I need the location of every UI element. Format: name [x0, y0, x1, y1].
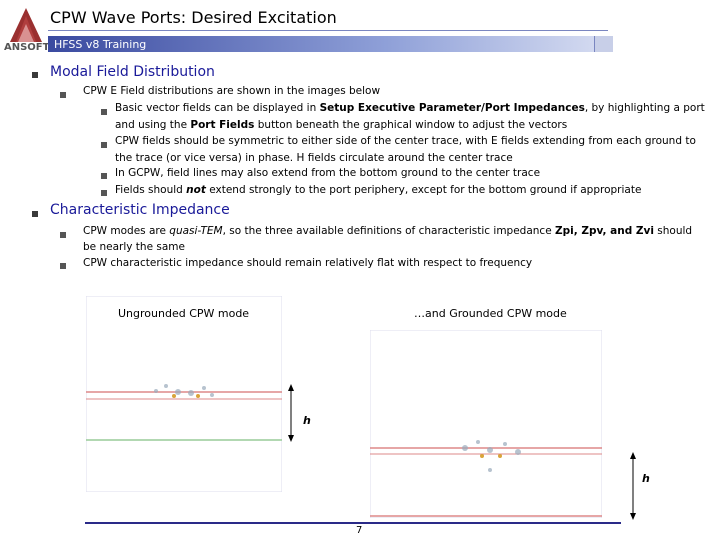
field-plot-grounded: [370, 330, 602, 518]
subitem: CPW fields should be symmetric to either…: [115, 133, 705, 166]
item: CPW characteristic impedance should rema…: [83, 255, 703, 271]
banner-end: [594, 36, 613, 52]
title: CPW Wave Ports: Desired Excitation: [50, 8, 337, 27]
rule: [48, 30, 608, 31]
run: Fields should: [115, 184, 187, 196]
run: should be nearly the same: [83, 225, 693, 253]
run: CPW characteristic impedance should rema…: [83, 257, 533, 269]
run: Basic vector fields can be displayed in: [115, 102, 320, 114]
dim-label: h: [642, 472, 650, 485]
run: In GCPW, field lines may also extend fro…: [115, 167, 541, 179]
bullet: [101, 173, 107, 179]
bullet: [60, 232, 66, 238]
bullet: [60, 92, 66, 98]
dimension-arrow: [630, 452, 636, 520]
field-plot-ungrounded: [86, 296, 282, 492]
page-number: 7: [356, 525, 363, 536]
run: extend strongly to the port periphery, e…: [205, 184, 642, 196]
caption: Ungrounded CPW mode: [118, 307, 250, 320]
item: CPW E Field distributions are shown in t…: [83, 85, 381, 97]
bullet: [101, 109, 107, 115]
subitem: Fields should not extend strongly to the…: [115, 182, 705, 199]
subtitle: HFSS v8 Training: [54, 38, 147, 51]
run: quasi-TEM: [169, 225, 223, 237]
run: not: [186, 184, 206, 196]
run: , so the three available definitions of …: [222, 225, 555, 237]
run: Setup Executive Parameter/Port Impedance…: [319, 102, 585, 114]
subitem: Basic vector fields can be displayed in …: [115, 100, 705, 133]
run: CPW modes are: [83, 225, 170, 237]
banner: [48, 36, 612, 52]
subitem: In GCPW, field lines may also extend fro…: [115, 165, 705, 182]
heading: Characteristic Impedance: [50, 202, 230, 218]
bullet: [32, 72, 38, 78]
logo-mark: [10, 8, 42, 42]
footer-rule: [85, 522, 621, 524]
run: button beneath the graphical window to a…: [254, 118, 568, 131]
bullet: [60, 263, 66, 269]
logo-text: ANSOFT: [4, 42, 50, 53]
heading: Modal Field Distribution: [50, 64, 215, 80]
run: , by highlighting a port and using the: [115, 102, 705, 131]
item: CPW modes are quasi-TEM, so the three av…: [83, 223, 703, 255]
bullet: [32, 211, 38, 217]
run: Zpi, Zpv, and Zvi: [555, 225, 654, 237]
caption: …and Grounded CPW mode: [414, 307, 567, 320]
dimension-arrow: [288, 384, 294, 442]
bullet: [101, 142, 107, 148]
dim-label: h: [303, 414, 311, 427]
run: CPW fields should be symmetric to either…: [115, 135, 696, 164]
bullet: [101, 190, 107, 196]
run: Port Fields: [190, 118, 255, 131]
